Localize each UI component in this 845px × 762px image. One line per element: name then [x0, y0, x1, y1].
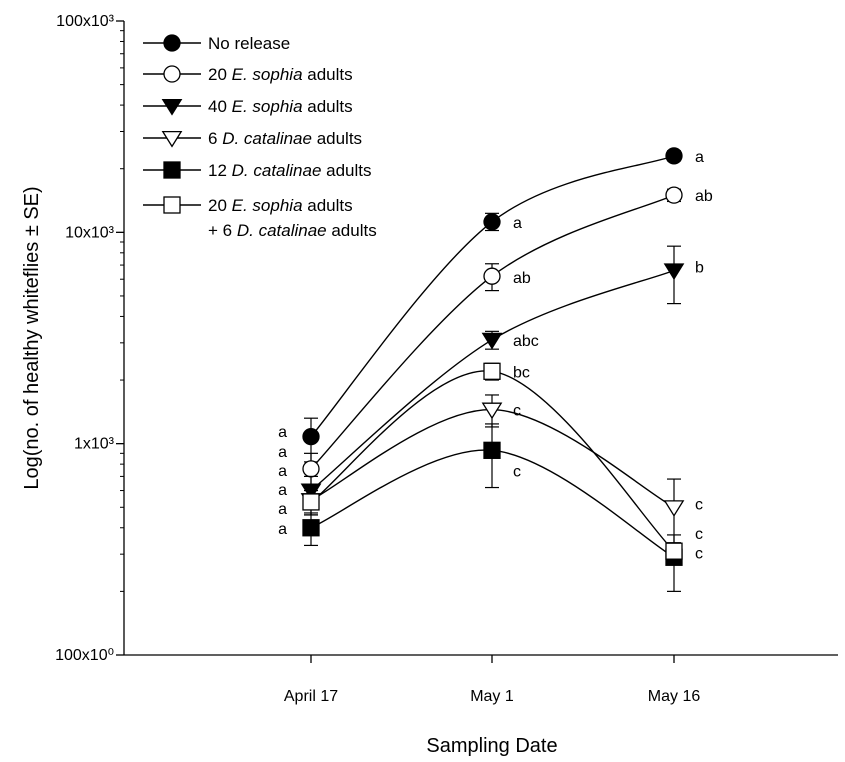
- legend-entry: 20 E. sophia adults: [143, 65, 353, 84]
- legend-label: 12 D. catalinae adults: [208, 161, 372, 180]
- legend-label: 20 E. sophia adults: [208, 196, 353, 215]
- legend-entry: 20 E. sophia adults + 6 D. catalinae adul…: [143, 196, 377, 240]
- legend-entry: 12 D. catalinae adults: [143, 161, 372, 180]
- legend-marker: [161, 98, 183, 116]
- significance-label: a: [278, 463, 287, 480]
- series-2: [302, 186, 683, 489]
- significance-label: a: [513, 215, 522, 232]
- data-point: [481, 402, 503, 420]
- significance-label: c: [695, 496, 703, 513]
- y-tick-label: 1x10³: [74, 436, 115, 453]
- legend: No release 20 E. sophia adults 40 E. sophi…: [143, 34, 377, 240]
- data-point: [665, 147, 683, 165]
- legend-marker: [163, 65, 181, 83]
- significance-label: ab: [513, 270, 531, 287]
- legend-marker: [163, 196, 181, 214]
- data-point: [302, 427, 320, 446]
- legend-label: 6 D. catalinae adults: [208, 129, 362, 148]
- series-6: [302, 362, 683, 562]
- y-axis-title: Log(no. of healthy whiteflies ± SE): [21, 186, 43, 489]
- legend-entry: 40 E. sophia adults: [143, 97, 353, 116]
- data-point: [663, 263, 685, 281]
- data-point: [663, 500, 685, 517]
- x-tick-label: April 17: [284, 688, 338, 705]
- legend-label: 20 E. sophia adults: [208, 65, 353, 84]
- significance-label: bc: [513, 364, 530, 381]
- data-point: [665, 186, 683, 204]
- data-point: [665, 542, 683, 560]
- significance-label: c: [695, 545, 703, 562]
- data-point: [483, 362, 501, 380]
- significance-label: a: [278, 501, 287, 518]
- legend-marker: [163, 34, 181, 52]
- x-tick-label: May 1: [470, 688, 514, 705]
- data-point: [302, 460, 320, 478]
- legend-entry: 6 D. catalinae adults: [143, 129, 362, 148]
- significance-label: c: [513, 403, 521, 420]
- data-point: [483, 267, 501, 285]
- significance-label: c: [695, 526, 703, 543]
- legend-label: 40 E. sophia adults: [208, 97, 353, 116]
- significance-label: abc: [513, 333, 539, 350]
- axes: 100x10⁰ 1x10³ 10x10³ 100x10³ April 17 May 1 Ma…: [55, 13, 838, 705]
- legend-entry: No release: [143, 34, 290, 53]
- significance-label: a: [695, 149, 704, 166]
- y-tick-label: 100x10³: [56, 13, 114, 30]
- significance-label: b: [695, 259, 704, 276]
- y-tick-label: 100x10⁰: [55, 647, 114, 664]
- x-axis-title: Sampling Date: [426, 735, 557, 757]
- legend-label-line2: + 6 D. catalinae adults: [208, 221, 377, 240]
- data-point: [481, 332, 503, 350]
- data-point: [483, 441, 501, 459]
- significance-label: a: [278, 444, 287, 461]
- legend-marker: [163, 161, 181, 179]
- significance-label: a: [278, 521, 287, 538]
- data-point: [302, 493, 320, 511]
- significance-label: a: [278, 482, 287, 499]
- series-5: [302, 423, 683, 592]
- legend-marker: [161, 130, 183, 148]
- significance-label: c: [513, 463, 521, 480]
- series-1: [302, 147, 683, 463]
- significance-label: ab: [695, 188, 713, 205]
- series-layer: [300, 147, 685, 592]
- x-tick-label: May 16: [648, 688, 701, 705]
- data-point: [302, 519, 320, 537]
- y-tick-label: 10x10³: [65, 224, 115, 241]
- data-point: [483, 213, 501, 231]
- legend-label: No release: [208, 34, 290, 53]
- significance-label: a: [278, 424, 287, 441]
